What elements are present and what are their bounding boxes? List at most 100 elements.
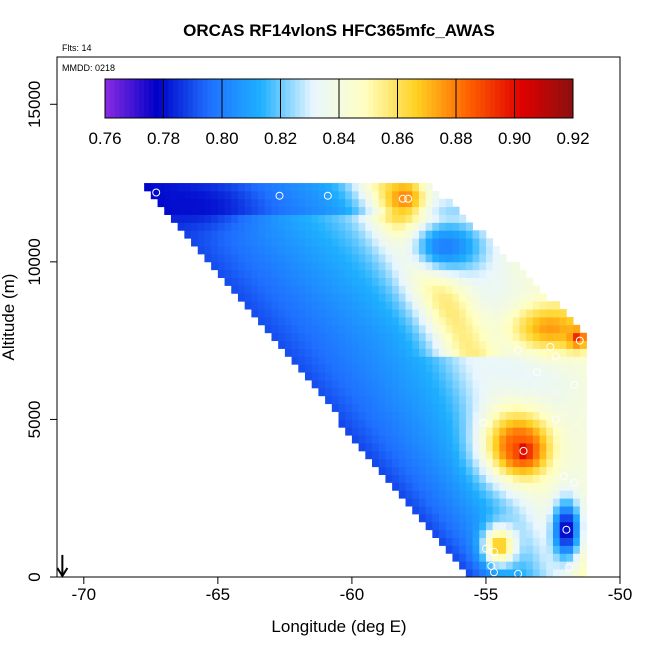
field-cell xyxy=(499,261,507,271)
field-cell xyxy=(338,372,346,381)
field-cell xyxy=(506,332,514,342)
field-cell xyxy=(251,253,259,263)
field-cell xyxy=(418,395,427,405)
field-cell xyxy=(405,222,413,231)
field-cell xyxy=(392,443,400,452)
field-cell xyxy=(479,348,487,357)
field-cell xyxy=(157,198,165,208)
field-cell xyxy=(251,269,259,279)
field-cell xyxy=(398,348,406,357)
field-cell xyxy=(552,403,561,412)
field-cell xyxy=(365,443,373,452)
field-cell xyxy=(479,403,487,412)
field-cell xyxy=(325,261,333,271)
field-cell xyxy=(418,261,427,271)
field-cell xyxy=(204,253,212,263)
field-cell xyxy=(579,529,587,539)
field-cell xyxy=(372,356,380,365)
field-cell xyxy=(479,277,487,286)
field-cell xyxy=(445,427,453,436)
field-cell xyxy=(237,230,246,239)
field-cell xyxy=(405,403,413,412)
field-cell xyxy=(546,513,554,523)
field-cell xyxy=(439,285,447,294)
field-cell xyxy=(311,277,319,286)
field-cell xyxy=(566,387,574,397)
sample-points xyxy=(152,188,584,578)
field-cell xyxy=(472,513,480,523)
colorbar-segment xyxy=(485,79,491,118)
field-cell xyxy=(566,561,574,570)
field-cell xyxy=(244,230,252,239)
field-cell xyxy=(412,372,420,381)
field-cell xyxy=(378,309,386,318)
field-cell xyxy=(351,198,359,208)
field-cell xyxy=(559,387,567,397)
field-cell xyxy=(499,317,507,326)
field-cell xyxy=(499,482,507,491)
field-cell xyxy=(392,214,400,223)
field-cell xyxy=(465,529,473,539)
field-cell xyxy=(439,246,447,255)
field-cell xyxy=(325,285,333,294)
field-cell xyxy=(492,372,500,381)
field-cell xyxy=(546,458,554,468)
field-cell xyxy=(351,332,359,342)
field-cell xyxy=(519,427,527,436)
colorbar-segment xyxy=(139,79,145,118)
field-cell xyxy=(304,198,313,208)
field-cell xyxy=(546,411,554,420)
field-cell xyxy=(244,238,252,247)
field-cell xyxy=(405,309,413,318)
field-cell xyxy=(472,569,480,578)
field-cell xyxy=(546,466,554,475)
field-cell xyxy=(573,427,581,436)
field-cell xyxy=(485,277,494,286)
field-cell xyxy=(224,261,232,271)
field-cell xyxy=(217,190,225,200)
field-cell xyxy=(284,238,292,247)
field-cell xyxy=(579,521,587,531)
field-cell xyxy=(546,380,554,389)
field-cell xyxy=(546,482,554,491)
field-cell xyxy=(479,498,487,507)
field-cell xyxy=(418,214,427,223)
field-cell xyxy=(492,435,500,444)
field-cell xyxy=(425,190,433,200)
field-cell xyxy=(365,372,373,381)
field-cell xyxy=(425,340,433,349)
field-cell xyxy=(519,482,527,491)
field-cell xyxy=(291,340,299,349)
field-cell xyxy=(298,293,306,302)
field-cell xyxy=(204,183,212,192)
field-cell xyxy=(485,569,494,578)
field-cell xyxy=(506,317,514,326)
field-cell xyxy=(318,324,326,334)
field-cell xyxy=(546,309,554,318)
sample-point xyxy=(570,380,579,389)
field-cell xyxy=(291,356,299,365)
sample-point xyxy=(490,547,498,556)
colorbar-segment xyxy=(382,79,389,118)
field-cell xyxy=(539,419,547,428)
field-cell xyxy=(465,317,473,326)
field-cell xyxy=(472,324,480,334)
field-cell xyxy=(284,293,292,302)
field-cell xyxy=(204,198,212,208)
field-cell xyxy=(345,293,353,302)
field-cell xyxy=(311,222,319,231)
field-cell xyxy=(271,301,279,310)
field-cell xyxy=(425,466,433,475)
field-cell xyxy=(512,482,520,491)
field-cell xyxy=(465,364,473,373)
field-cell xyxy=(372,387,380,397)
field-cell xyxy=(224,214,232,223)
field-cell xyxy=(405,285,413,294)
field-cell xyxy=(485,324,494,334)
field-cell xyxy=(432,506,440,515)
field-cell xyxy=(338,340,346,349)
field-cell xyxy=(211,230,219,239)
field-cell xyxy=(465,521,473,531)
field-cell xyxy=(177,183,185,192)
field-cell xyxy=(519,474,527,483)
